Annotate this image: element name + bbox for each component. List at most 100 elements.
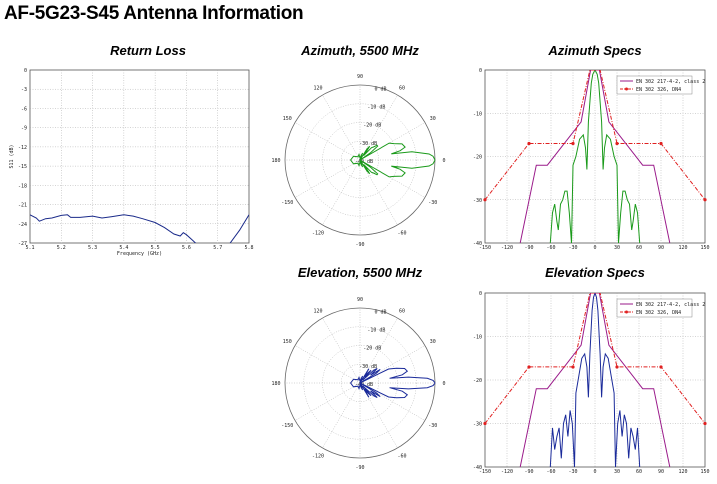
angle-label: -120	[312, 231, 324, 237]
y-tick-label: -18	[18, 183, 27, 189]
polar-ring	[303, 103, 417, 217]
x-tick-label: 90	[658, 469, 664, 475]
angle-label: 120	[313, 308, 322, 314]
y-tick-label: -20	[473, 155, 482, 161]
azimuth_specs-chart: -150 -120 -90 -60 -30 0 30 60 90 120 150 0 -10 -20 -30…	[473, 68, 710, 251]
angle-label: 0	[442, 381, 445, 387]
x-tick-label: -60	[546, 469, 555, 475]
y-axis-label: S11 (dB)	[9, 144, 15, 168]
x-tick-label: 5.4	[119, 245, 128, 251]
legend-label: EN 302 326, DN4	[636, 87, 681, 93]
polar-pattern-line	[349, 367, 436, 399]
mask-marker	[659, 141, 663, 146]
mask-marker	[483, 198, 487, 202]
angle-label: 120	[313, 85, 322, 91]
angle-label: 90	[357, 297, 363, 303]
azimuth-specs-title: Azimuth Specs	[548, 43, 642, 58]
y-tick-label: -12	[18, 145, 27, 151]
angle-label: 90	[357, 74, 363, 80]
x-tick-label: -30	[568, 245, 577, 251]
angle-label: -90	[355, 242, 364, 248]
ring-label: -20 dB	[363, 123, 381, 129]
mask-marker	[571, 365, 575, 369]
return_loss-chart: 5.1 5.2 5.3 5.4 5.5 5.6 5.7 5.8 0 -3 -6 -9 -12 -15 -18…	[9, 68, 254, 257]
angle-label: 60	[399, 85, 405, 91]
polar-spoke	[322, 94, 361, 161]
polar-ring	[341, 364, 379, 402]
return-loss-line	[30, 214, 249, 243]
x-tick-label: 150	[700, 245, 709, 251]
elevation-specs-title: Elevation Specs	[545, 265, 645, 280]
y-tick-label: -6	[21, 106, 27, 112]
x-tick-label: -90	[524, 469, 533, 475]
legend-label: EN 302 326, DN4	[636, 310, 681, 316]
elevation-polar-title: Elevation, 5500 MHz	[297, 265, 423, 280]
polar-spoke	[322, 317, 361, 384]
y-tick-label: -27	[18, 241, 27, 247]
x-tick-label: 5.7	[213, 245, 222, 251]
y-tick-label: -10	[473, 335, 482, 341]
y-tick-label: -10	[473, 111, 482, 117]
x-tick-label: 30	[614, 245, 620, 251]
angle-label: -90	[355, 465, 364, 471]
mask-line-dn4	[485, 293, 705, 424]
polar-spoke	[294, 345, 361, 384]
legend-box	[616, 298, 693, 318]
x-tick-label: 5.5	[151, 245, 160, 251]
angle-label: -120	[312, 454, 324, 460]
angle-label: -30	[428, 200, 437, 206]
ring-label: -30 dB	[359, 141, 377, 147]
ring-label: -30 dB	[359, 364, 377, 370]
mask-marker	[615, 365, 619, 369]
x-tick-label: 5.6	[182, 245, 191, 251]
polar-pattern-line	[349, 142, 436, 178]
polar-ring	[341, 141, 379, 179]
angle-label: 180	[271, 158, 280, 164]
x-tick-label: 150	[700, 469, 709, 475]
mask-line-class2	[519, 293, 671, 467]
legend-label: EN 302 217-4-2, class 2	[636, 79, 705, 85]
mask-marker	[483, 421, 487, 426]
mask-marker	[703, 421, 707, 426]
y-tick-label: -24	[18, 222, 27, 228]
x-tick-label: -60	[546, 245, 555, 251]
y-tick-label: 0	[479, 291, 482, 297]
angle-label: 60	[399, 308, 405, 314]
ring-label: -20 dB	[363, 346, 381, 352]
y-tick-label: -30	[473, 422, 482, 428]
x-tick-label: 120	[678, 245, 687, 251]
plot-frame	[29, 69, 250, 244]
y-tick-label: -40	[473, 465, 482, 471]
x-tick-label: 5.8	[244, 245, 253, 251]
polar-spoke	[322, 382, 361, 449]
y-tick-label: -15	[18, 164, 27, 170]
mask-marker	[527, 365, 531, 369]
ring-label: -10 dB	[367, 104, 385, 110]
x-tick-label: 5.3	[88, 245, 97, 251]
y-tick-label: -9	[21, 126, 27, 132]
ring-label: 0 dB	[374, 309, 386, 315]
x-tick-label: -120	[501, 469, 513, 475]
y-tick-label: -40	[473, 241, 482, 247]
angle-label: 30	[430, 116, 436, 122]
x-tick-label: 0	[593, 469, 596, 475]
antenna-pattern-line	[549, 70, 641, 243]
angle-label: -150	[281, 200, 293, 206]
x-tick-label: 90	[658, 245, 664, 251]
elevation_specs-chart: -150 -120 -90 -60 -30 0 30 60 90 120 150 0 -10 -20 -30…	[473, 291, 710, 475]
y-tick-label: 0	[24, 68, 27, 74]
mask-marker	[703, 198, 707, 202]
antenna-pattern-line	[549, 293, 641, 467]
angle-label: 150	[283, 116, 292, 122]
polar-spoke	[294, 382, 361, 421]
x-tick-label: 30	[614, 469, 620, 475]
legend-box	[616, 75, 693, 95]
return-loss-title: Return Loss	[110, 43, 186, 58]
legend-marker	[625, 310, 628, 314]
polar-spoke	[322, 159, 361, 226]
angle-label: 30	[430, 339, 436, 345]
ring-label: 0 dB	[374, 86, 386, 92]
angle-label: -30	[428, 423, 437, 429]
mask-marker	[659, 365, 663, 369]
mask-line-class2	[519, 70, 671, 243]
